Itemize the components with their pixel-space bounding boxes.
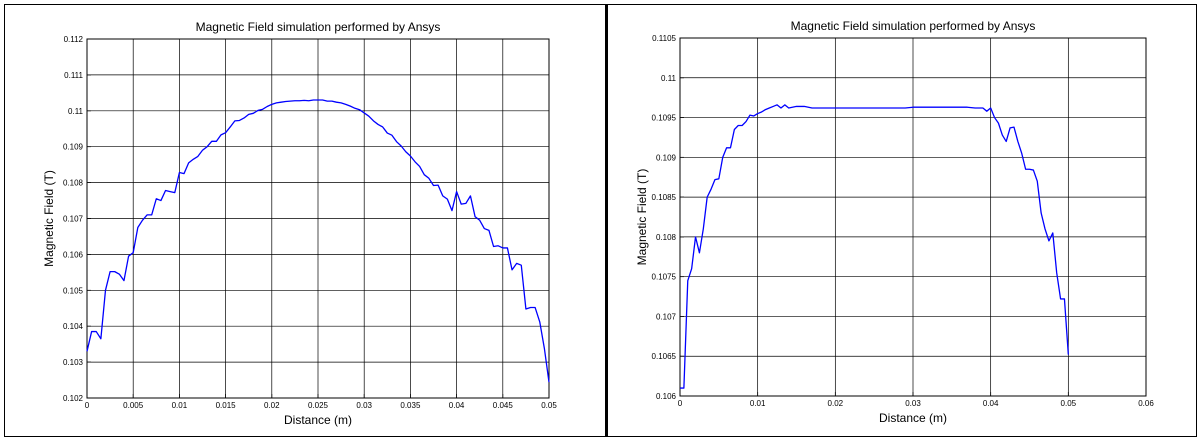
- x-axis-label: Distance (m): [879, 411, 947, 425]
- y-tick-label: 0.109: [63, 143, 84, 152]
- x-tick-label: 0.025: [308, 401, 329, 410]
- y-tick-label: 0.108: [63, 179, 84, 188]
- x-tick-label: 0.05: [541, 401, 557, 410]
- chart-panel-left: 0 0.005 0.01 0.015 0.02 0.025 0.03 0.035 0.04 0.0…: [4, 4, 606, 437]
- chart-title: Magnetic Field simulation performed by A…: [791, 19, 1036, 33]
- y-tick-label: 0.11: [661, 74, 677, 83]
- axes-frame: [86, 38, 550, 399]
- y-tick-label: 0.1095: [652, 114, 677, 123]
- y-tick-label: 0.107: [656, 312, 677, 321]
- axes-frame: [679, 37, 1147, 397]
- y-tick-label: 0.103: [63, 358, 84, 367]
- y-tick-label: 0.1075: [652, 273, 677, 282]
- x-tick-label: 0.015: [216, 401, 237, 410]
- y-tick-label: 0.1105: [652, 34, 676, 43]
- y-tick-label: 0.106: [63, 250, 84, 259]
- y-tick-label: 0.1085: [652, 193, 677, 202]
- y-tick-label: 0.111: [64, 71, 83, 80]
- x-tick-label: 0.005: [123, 401, 144, 410]
- x-tick-label: 0: [85, 401, 90, 410]
- x-tick-label: 0: [678, 399, 683, 408]
- x-tick-label: 0.03: [905, 399, 921, 408]
- chart-panel-right: 0 0.01 0.02 0.03 0.04 0.05 0.06 0.106 0.1065 0.10…: [606, 4, 1197, 437]
- x-tick-label: 0.045: [493, 401, 514, 410]
- x-tick-label: 0.02: [264, 401, 280, 410]
- y-tick-label: 0.112: [64, 35, 84, 44]
- y-tick-label: 0.104: [63, 322, 84, 331]
- x-tick-label: 0.01: [172, 401, 188, 410]
- x-tick-label: 0.05: [1061, 399, 1077, 408]
- y-tick-label: 0.109: [656, 153, 677, 162]
- y-axis-label: Magnetic Field (T): [635, 169, 649, 266]
- y-axis-label: Magnetic Field (T): [42, 170, 56, 267]
- y-tick-label: 0.11: [68, 107, 84, 116]
- x-tick-label: 0.035: [400, 401, 421, 410]
- y-tick-label: 0.1065: [652, 352, 677, 361]
- chart-left: 0 0.005 0.01 0.015 0.02 0.025 0.03 0.035 0.04 0.0…: [42, 20, 557, 427]
- x-tick-label: 0.04: [983, 399, 999, 408]
- series-line: [86, 99, 550, 383]
- x-tick-label: 0.01: [750, 399, 766, 408]
- chart-right: 0 0.01 0.02 0.03 0.04 0.05 0.06 0.106 0.1065 0.10…: [635, 19, 1154, 425]
- chart-title: Magnetic Field simulation performed by A…: [196, 20, 441, 34]
- series-line: [680, 104, 1069, 389]
- x-tick-label: 0.02: [828, 399, 844, 408]
- x-tick-label: 0.04: [449, 401, 465, 410]
- y-tick-label: 0.105: [63, 286, 84, 295]
- y-tick-label: 0.107: [63, 215, 84, 224]
- y-tick-label: 0.102: [63, 394, 84, 403]
- x-axis-label: Distance (m): [284, 413, 352, 427]
- y-tick-label: 0.106: [656, 392, 677, 401]
- y-tick-label: 0.108: [656, 233, 677, 242]
- x-tick-label: 0.03: [356, 401, 372, 410]
- x-tick-label: 0.06: [1138, 399, 1154, 408]
